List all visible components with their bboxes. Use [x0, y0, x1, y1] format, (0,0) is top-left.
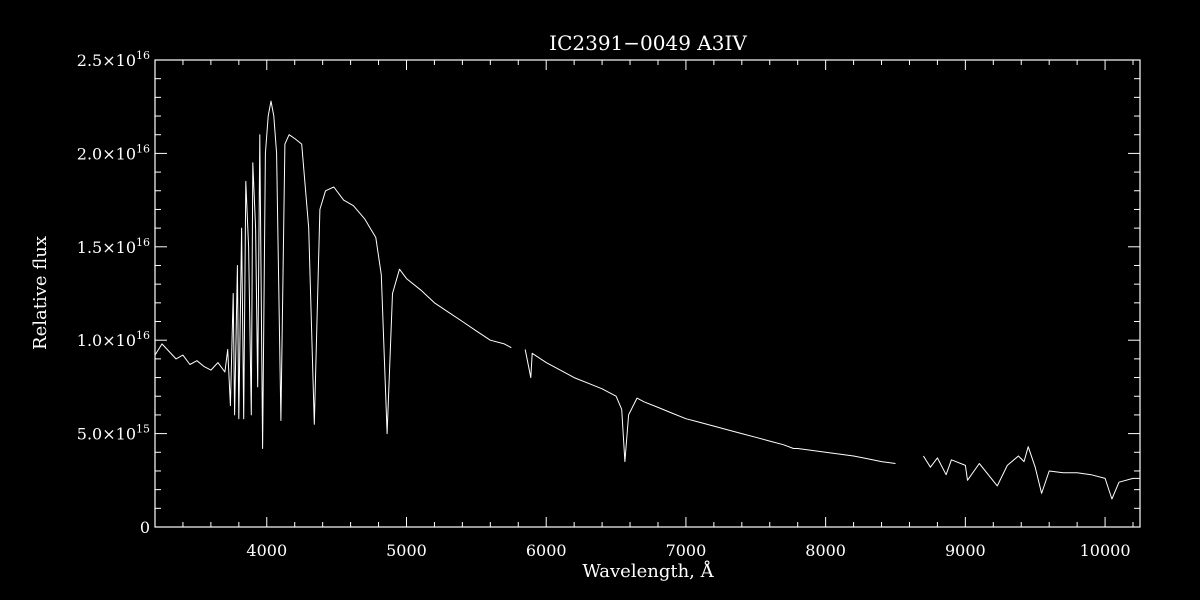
y-tick-label: 1.0×1016 [77, 329, 150, 350]
y-axis: 0 5.0×1015 1.0×1016 1.5×1016 2.0×1016 2.5×101… [77, 49, 1140, 537]
spectrum-segment [154, 100, 512, 449]
y-axis-label: Relative flux [30, 236, 51, 350]
plot-frame [154, 59, 1141, 528]
y-tick-label: 2.0×1016 [77, 142, 150, 163]
spectrum-line-group [154, 100, 1140, 500]
x-axis: 4000 5000 6000 7000 8000 9000 10000 [154, 60, 1134, 560]
x-tick-label: 8000 [805, 541, 846, 560]
x-tick-label: 4000 [246, 541, 287, 560]
spectrum-segment [922, 446, 1140, 500]
x-tick-label: 5000 [386, 541, 427, 560]
y-tick-label: 1.5×1016 [77, 236, 150, 257]
x-tick-label: 9000 [945, 541, 986, 560]
chart-title: IC2391−0049 A3IV [549, 31, 747, 55]
x-tick-label: 6000 [526, 541, 567, 560]
y-tick-label: 0 [140, 518, 150, 537]
x-tick-label: 7000 [666, 541, 707, 560]
x-axis-label: Wavelength, Å [582, 560, 714, 582]
spectrum-segment [524, 349, 896, 464]
x-tick-label: 10000 [1080, 541, 1131, 560]
y-tick-label: 2.5×1016 [77, 49, 150, 70]
y-tick-label: 5.0×1015 [77, 423, 150, 444]
